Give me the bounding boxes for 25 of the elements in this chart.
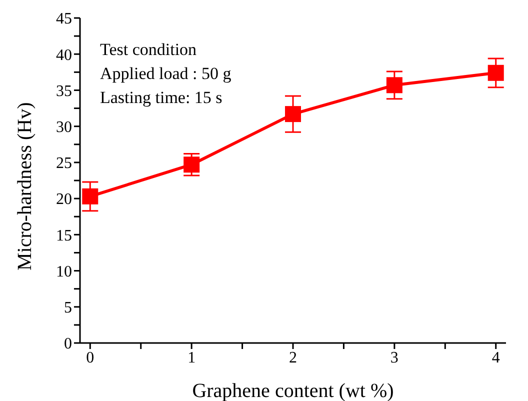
x-tick-label: 4 (492, 349, 500, 366)
x-tick-label: 0 (86, 349, 94, 366)
x-tick-label: 2 (289, 349, 297, 366)
annotation: Applied load : 50 g (100, 63, 232, 85)
point (82, 188, 98, 204)
y-tick-label: 40 (56, 46, 72, 64)
point (488, 64, 504, 81)
annotation: Lasting time: 15 s (100, 87, 224, 109)
point (285, 106, 301, 122)
point (184, 156, 200, 173)
y-tick-label: 5 (64, 300, 72, 317)
x-axis-title: Graphene content (wt %) (192, 380, 394, 401)
y-tick-label: 35 (56, 82, 72, 100)
annotation: Test condition (100, 39, 198, 61)
y-axis-title: Micro-hardness (Hv) (14, 102, 36, 270)
y-tick-label: 0 (64, 336, 72, 353)
x-tick-label: 3 (390, 349, 398, 366)
point (386, 77, 402, 94)
y-tick-label: 25 (56, 155, 72, 172)
y-tick-label: 45 (56, 10, 72, 28)
x-tick-label: 1 (188, 349, 196, 366)
y-tick-label: 20 (56, 191, 72, 208)
y-tick-label: 10 (56, 263, 72, 280)
y-tick-label: 30 (56, 119, 72, 136)
y-tick-label: 15 (56, 227, 72, 244)
